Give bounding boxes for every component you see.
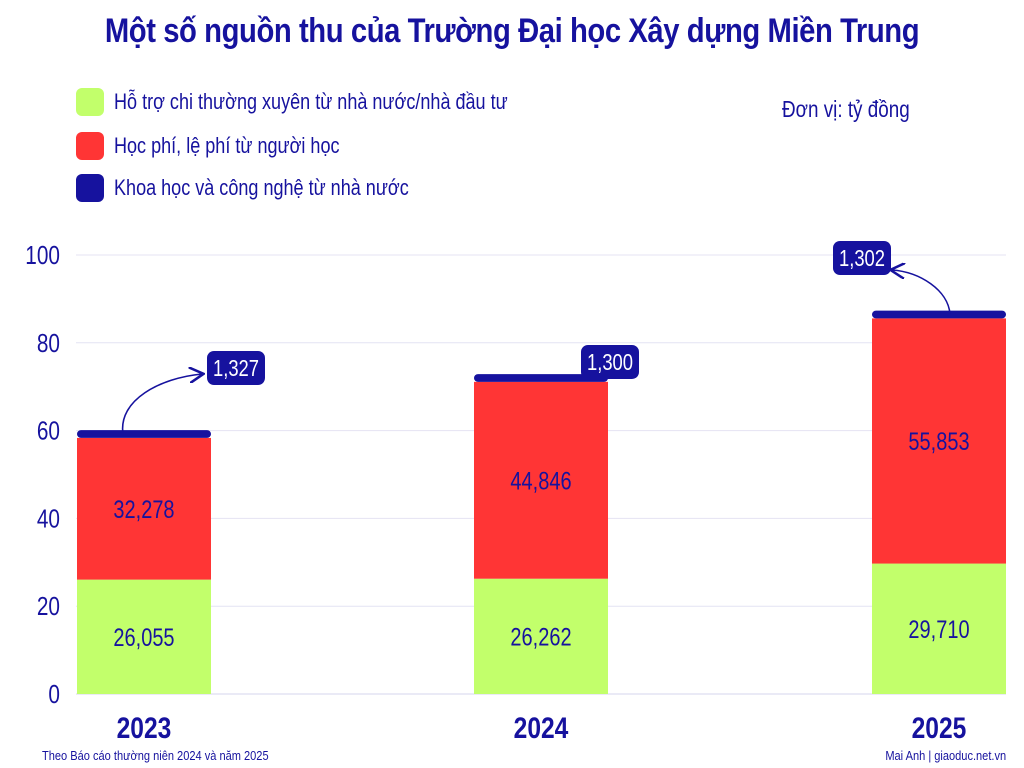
y-tick-label: 80 — [37, 329, 60, 358]
bar-segment — [872, 310, 1006, 319]
bar-segment — [77, 437, 211, 580]
credit-note: Mai Anh | giaoduc.net.vn — [885, 748, 1006, 763]
data-label: 26,262 — [510, 623, 571, 651]
data-label: 55,853 — [908, 428, 969, 456]
bar-segment — [474, 374, 608, 382]
legend-label-science: Khoa học và công nghệ từ nhà nước — [114, 175, 409, 200]
callout-label: 1,300 — [587, 350, 633, 375]
chart-title: Một số nguồn thu của Trường Đại học Xây … — [104, 12, 920, 50]
legend-swatch-science — [76, 174, 104, 202]
callout-badge — [833, 241, 891, 275]
x-tick-label: 2025 — [912, 711, 967, 745]
x-tick-label: 2023 — [117, 711, 172, 745]
legend-swatch-tuition — [76, 132, 104, 160]
legend-label-support: Hỗ trợ chi thường xuyên từ nhà nước/nhà … — [114, 89, 508, 114]
legend-swatch-support — [76, 88, 104, 116]
y-tick-label: 0 — [48, 680, 60, 709]
bar-segment — [872, 563, 1006, 694]
callout-arrow — [121, 374, 202, 435]
unit-label: Đơn vị: tỷ đồng — [782, 96, 910, 122]
callout-label: 1,327 — [213, 356, 259, 381]
data-label: 44,846 — [510, 467, 571, 495]
callout-badge — [207, 351, 265, 385]
x-tick-label: 2024 — [514, 711, 569, 745]
bar-segment — [872, 318, 1006, 564]
bar-segment — [77, 430, 211, 438]
legend-label-tuition: Học phí, lệ phí từ người học — [114, 133, 340, 158]
source-note: Theo Báo cáo thường niên 2024 và năm 202… — [42, 748, 269, 763]
y-tick-label: 100 — [25, 241, 60, 270]
data-label: 29,710 — [908, 616, 969, 644]
y-tick-label: 60 — [37, 416, 60, 445]
callout-arrow — [892, 270, 951, 315]
bar-segment — [474, 381, 608, 579]
data-label: 26,055 — [113, 624, 174, 652]
y-tick-label: 20 — [37, 592, 60, 621]
data-label: 32,278 — [113, 496, 174, 524]
y-tick-label: 40 — [37, 504, 60, 533]
callout-label: 1,302 — [839, 246, 885, 271]
callout-badge — [581, 345, 639, 379]
bar-segment — [474, 578, 608, 694]
bar-segment — [77, 579, 211, 694]
